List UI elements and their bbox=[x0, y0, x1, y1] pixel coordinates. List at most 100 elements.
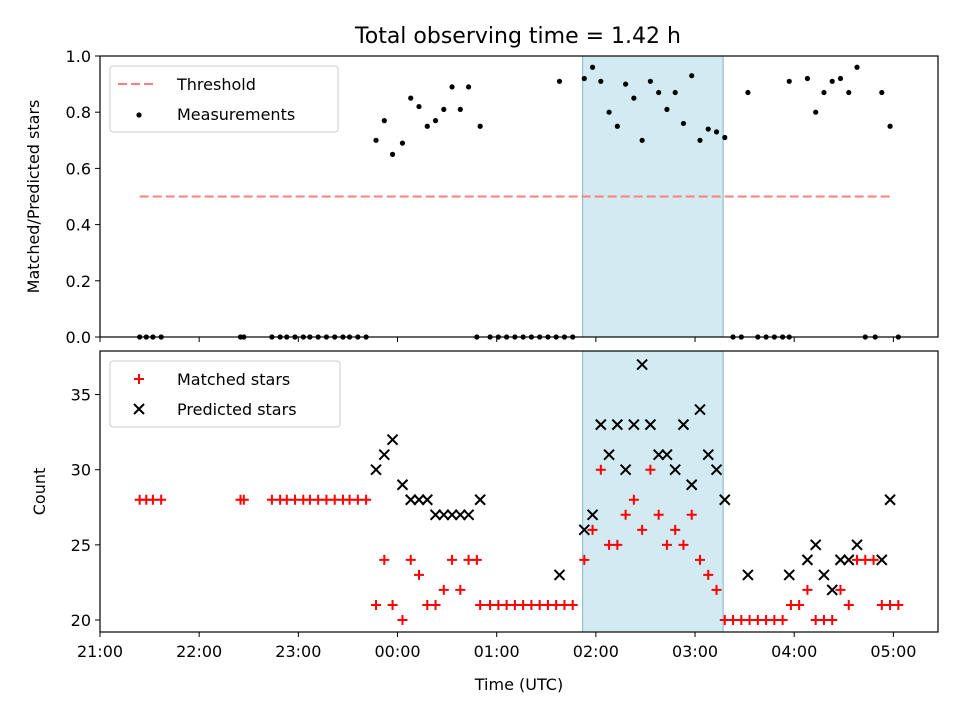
predicted-star-point bbox=[636, 358, 648, 371]
predicted-star-point bbox=[628, 418, 640, 431]
x-tick-label: 05:00 bbox=[870, 642, 916, 661]
measurement-point bbox=[465, 84, 472, 90]
measurement-point bbox=[389, 151, 396, 157]
y-axis-label: Count bbox=[30, 468, 49, 516]
matched-star-point bbox=[620, 509, 631, 520]
measurement-point bbox=[614, 123, 620, 129]
predicted-star-point bbox=[661, 448, 673, 461]
y-tick-label: 25 bbox=[71, 536, 91, 555]
measurement-point bbox=[408, 95, 414, 101]
matched-star-point bbox=[397, 614, 408, 625]
measurement-point bbox=[680, 120, 687, 127]
matched-star-point bbox=[475, 599, 486, 610]
axes-frame bbox=[99, 55, 939, 338]
predicted-star-point bbox=[405, 494, 417, 506]
x-axis-label: Time (UTC) bbox=[474, 675, 563, 694]
predicted-star-point bbox=[826, 584, 838, 596]
y-tick-label: 35 bbox=[71, 386, 91, 405]
measurement-point bbox=[432, 118, 439, 124]
matched-star-point bbox=[595, 464, 606, 475]
measurement-point bbox=[449, 84, 455, 90]
matched-star-point bbox=[637, 524, 648, 535]
predicted-star-point bbox=[843, 554, 855, 566]
matched-star-point bbox=[455, 584, 466, 595]
matched-star-point bbox=[777, 614, 788, 625]
predicted-star-point bbox=[429, 509, 442, 521]
measurement-point bbox=[381, 118, 387, 124]
measurement-point bbox=[821, 89, 827, 96]
predicted-star-point bbox=[396, 479, 409, 491]
matched-star-point bbox=[802, 584, 813, 595]
predicted-star-point bbox=[578, 524, 590, 536]
measurement-point bbox=[813, 109, 819, 115]
highlight-band bbox=[582, 350, 724, 633]
measurement-point bbox=[647, 78, 654, 84]
predicted-star-point bbox=[421, 494, 433, 506]
measurement-point bbox=[598, 78, 604, 84]
measurement-point bbox=[829, 78, 835, 84]
matched-star-point bbox=[438, 584, 449, 595]
measurement-point bbox=[672, 89, 678, 96]
measurement-point bbox=[424, 123, 430, 129]
measurement-point bbox=[879, 89, 885, 96]
matched-star-point bbox=[694, 554, 705, 565]
predicted-star-point bbox=[378, 448, 390, 461]
measurement-point bbox=[631, 95, 637, 101]
matched-star-point bbox=[711, 584, 722, 595]
x-tick-label: 03:00 bbox=[672, 642, 718, 661]
x-tick-label: 21:00 bbox=[77, 642, 123, 661]
predicted-star-point bbox=[603, 448, 615, 461]
measurement-point bbox=[713, 129, 720, 135]
matched-star-point bbox=[686, 509, 697, 520]
legend-label: Predicted stars bbox=[177, 400, 297, 419]
predicted-star-point bbox=[694, 403, 706, 416]
axes-frame bbox=[99, 350, 939, 633]
predicted-star-point bbox=[884, 494, 896, 506]
legend-label: Measurements bbox=[177, 105, 295, 124]
predicted-star-point bbox=[611, 418, 624, 431]
matched-star-point bbox=[405, 554, 416, 565]
measurement-point bbox=[689, 73, 695, 79]
plot-top: 0.0 0.2 0.4 0.6 0.8 1.0 Matched/Predicted star… bbox=[24, 47, 939, 347]
matched-star-point bbox=[361, 494, 372, 505]
y-tick-label: 0.4 bbox=[66, 216, 91, 235]
matched-star-point bbox=[661, 539, 672, 550]
predicted-star-point bbox=[586, 509, 599, 521]
predicted-star-point bbox=[644, 418, 657, 431]
measurement-point bbox=[639, 137, 645, 143]
legend-measurement-swatch bbox=[136, 112, 142, 118]
measurement-point bbox=[623, 81, 629, 87]
x-tick-label: 02:00 bbox=[573, 642, 619, 661]
y-tick-label: 0.2 bbox=[66, 272, 91, 291]
predicted-star-point bbox=[851, 539, 863, 551]
legend-label: Matched stars bbox=[177, 370, 290, 389]
matched-star-point bbox=[447, 554, 458, 565]
measurement-point bbox=[786, 78, 792, 84]
predicted-star-point bbox=[669, 464, 681, 476]
x-tick-label: 04:00 bbox=[771, 642, 817, 661]
measurement-point bbox=[581, 75, 587, 82]
measurement-point bbox=[399, 140, 406, 146]
x-tick-label: 22:00 bbox=[176, 642, 222, 661]
legend-box bbox=[109, 360, 341, 428]
predicted-star-point bbox=[454, 509, 467, 521]
matched-star-point bbox=[612, 539, 623, 550]
matched-star-point bbox=[238, 494, 249, 505]
predicted-star-point bbox=[742, 569, 754, 581]
matched-star-point bbox=[587, 524, 598, 535]
x-tick-label: 00:00 bbox=[374, 642, 420, 661]
predicted-star-point bbox=[686, 479, 698, 491]
matched-star-point bbox=[835, 584, 846, 595]
matched-star-point bbox=[379, 554, 390, 565]
predicted-star-point bbox=[652, 448, 665, 461]
measurement-point bbox=[477, 123, 483, 129]
predicted-star-point bbox=[446, 509, 458, 521]
matched-star-point bbox=[579, 554, 590, 565]
chart-title: Total observing time = 1.42 h bbox=[354, 24, 681, 49]
matched-star-point bbox=[567, 599, 578, 610]
matched-star-point bbox=[645, 464, 656, 475]
measurement-point bbox=[837, 75, 844, 82]
measurement-point bbox=[804, 75, 811, 82]
predicted-star-point bbox=[677, 418, 690, 431]
legend-box bbox=[109, 65, 339, 133]
